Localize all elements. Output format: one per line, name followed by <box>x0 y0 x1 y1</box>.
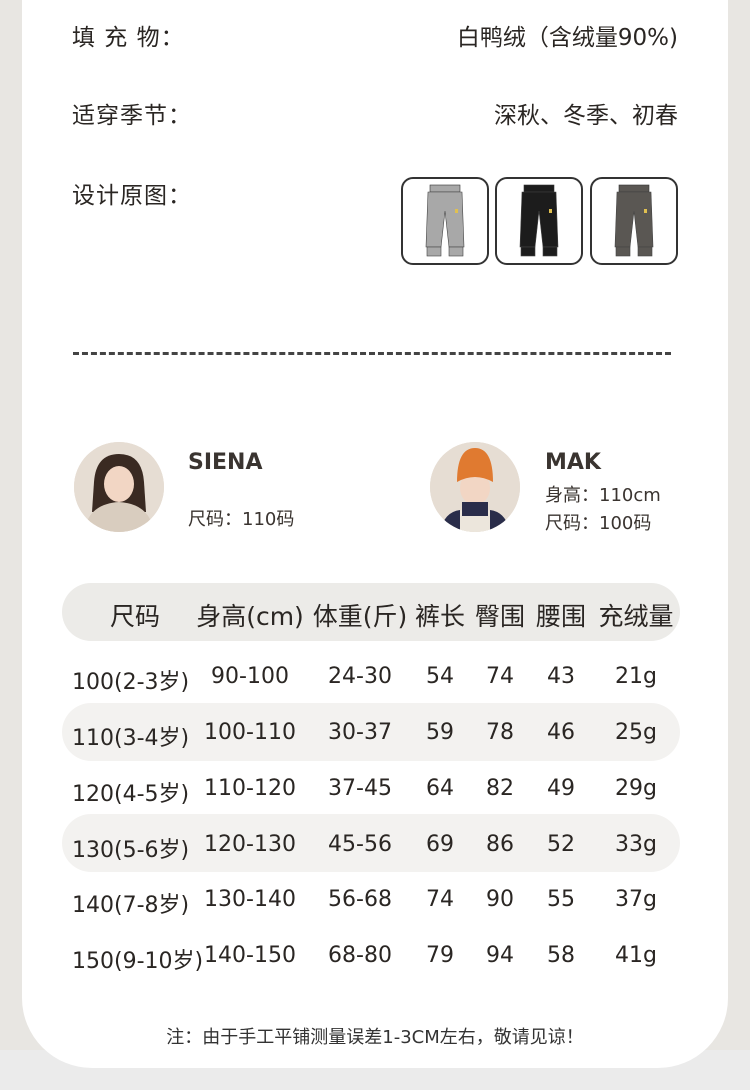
divider <box>73 352 671 355</box>
spec-season: 适穿季节： 深秋、冬季、初春 <box>72 96 678 130</box>
column-header: 身高(cm) <box>196 602 304 631</box>
model-height: 身高：110cm <box>545 485 661 506</box>
spec-filling: 填 充 物： 白鸭绒（含绒量90%) <box>72 18 678 52</box>
table-cell: 52 <box>547 832 575 857</box>
spec-label: 设计原图： <box>72 183 192 209</box>
table-cell: 21g <box>615 664 657 689</box>
table-cell: 82 <box>486 776 514 801</box>
model-avatar-siena <box>74 442 164 532</box>
column-header: 臀围 <box>474 602 526 631</box>
design-swatch <box>590 177 678 265</box>
model-size: 尺码：100码 <box>545 513 652 534</box>
pants-icon <box>519 184 559 257</box>
table-row-size: 130(5-6岁) <box>72 838 190 863</box>
table-cell: 45-56 <box>328 832 392 857</box>
column-header: 尺码 <box>109 602 161 631</box>
table-cell: 37-45 <box>328 776 392 801</box>
design-swatch <box>495 177 583 265</box>
table-cell: 110-120 <box>204 776 296 801</box>
table-row-size: 100(2-3岁) <box>72 670 190 695</box>
table-cell: 58 <box>547 943 575 968</box>
table-row-size: 110(3-4岁) <box>72 726 190 751</box>
table-cell: 56-68 <box>328 887 392 912</box>
spec-value: 白鸭绒（含绒量90%) <box>456 25 678 51</box>
table-cell: 74 <box>486 664 514 689</box>
model-size: 尺码：110码 <box>188 509 295 530</box>
table-cell: 54 <box>426 664 454 689</box>
table-cell: 130-140 <box>204 887 296 912</box>
table-cell: 90-100 <box>211 664 289 689</box>
table-cell: 49 <box>547 776 575 801</box>
table-cell: 69 <box>426 832 454 857</box>
table-row-size: 140(7-8岁) <box>72 893 190 918</box>
table-cell: 46 <box>547 720 575 745</box>
table-cell: 140-150 <box>204 943 296 968</box>
spec-value: 深秋、冬季、初春 <box>494 103 678 129</box>
column-header: 腰围 <box>535 602 587 631</box>
column-header: 裤长 <box>414 602 466 631</box>
row-stripe <box>62 703 680 761</box>
table-row-size: 120(4-5岁) <box>72 782 190 807</box>
table-cell: 33g <box>615 832 657 857</box>
table-cell: 79 <box>426 943 454 968</box>
table-cell: 120-130 <box>204 832 296 857</box>
table-cell: 37g <box>615 887 657 912</box>
table-cell: 25g <box>615 720 657 745</box>
table-cell: 59 <box>426 720 454 745</box>
table-cell: 29g <box>615 776 657 801</box>
column-header: 充绒量 <box>598 602 674 631</box>
table-cell: 43 <box>547 664 575 689</box>
model-name: MAK <box>545 450 601 475</box>
table-cell: 55 <box>547 887 575 912</box>
table-cell: 78 <box>486 720 514 745</box>
spec-label: 填 充 物： <box>72 25 185 51</box>
spec-design: 设计原图： <box>72 176 678 210</box>
size-table-header <box>62 583 680 641</box>
table-cell: 94 <box>486 943 514 968</box>
table-cell: 100-110 <box>204 720 296 745</box>
row-stripe <box>62 814 680 872</box>
table-cell: 64 <box>426 776 454 801</box>
model-avatar-mak <box>430 442 520 532</box>
table-cell: 68-80 <box>328 943 392 968</box>
column-header: 体重(斤) <box>312 602 408 631</box>
table-cell: 41g <box>615 943 657 968</box>
pants-icon <box>425 184 465 257</box>
table-cell: 30-37 <box>328 720 392 745</box>
table-cell: 24-30 <box>328 664 392 689</box>
table-cell: 86 <box>486 832 514 857</box>
measurement-note: 注：由于手工平铺测量误差1-3CM左右，敬请见谅！ <box>166 1027 584 1048</box>
pants-icon <box>614 184 654 257</box>
spec-label: 适穿季节： <box>72 103 192 129</box>
model-name: SIENA <box>188 450 263 475</box>
design-swatch <box>401 177 489 265</box>
table-row-size: 150(9-10岁) <box>72 949 204 974</box>
table-cell: 74 <box>426 887 454 912</box>
table-cell: 90 <box>486 887 514 912</box>
